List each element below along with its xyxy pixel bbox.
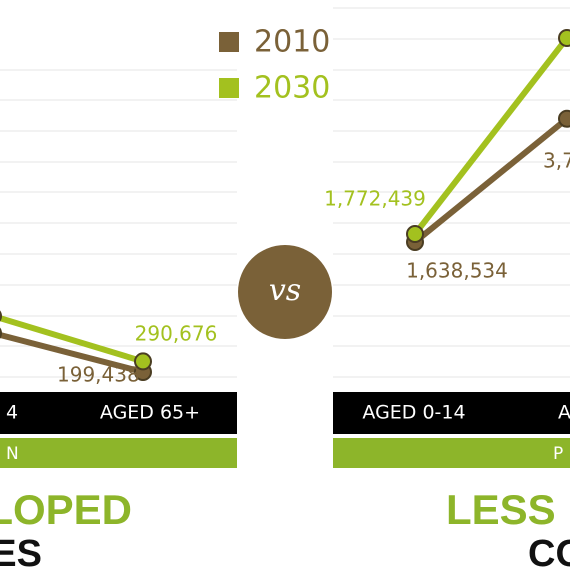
legend-label: 2030 bbox=[254, 71, 330, 106]
line bbox=[412, 36, 570, 236]
category-label: AGED 65+ bbox=[100, 402, 200, 424]
panel-subtitle: ES bbox=[0, 533, 42, 570]
vs-badge bbox=[238, 245, 332, 339]
point bbox=[134, 352, 152, 371]
point bbox=[558, 29, 570, 47]
band-label: P bbox=[553, 444, 563, 464]
line bbox=[0, 314, 144, 365]
value-label: 199,438 bbox=[57, 363, 140, 387]
band-bar bbox=[333, 438, 570, 468]
panel-title: LOPED bbox=[0, 486, 132, 533]
panel-subtitle: CO bbox=[528, 533, 570, 570]
line bbox=[0, 331, 144, 375]
value-label: 3,7 bbox=[543, 149, 570, 173]
panel-title: LESS D bbox=[446, 486, 570, 533]
value-label: 1,772,439 bbox=[324, 187, 426, 211]
category-bar bbox=[333, 392, 570, 434]
point bbox=[0, 327, 2, 339]
band-label: N bbox=[6, 444, 19, 464]
value-label: 290,676 bbox=[135, 322, 218, 346]
vs-text: vs bbox=[269, 273, 301, 308]
category-label: 4 bbox=[6, 402, 18, 424]
category-label: A bbox=[558, 402, 570, 424]
category-bar bbox=[0, 392, 237, 434]
legend-swatch bbox=[219, 78, 239, 98]
legend-swatch bbox=[219, 32, 239, 52]
line bbox=[413, 116, 569, 245]
value-label: 1,638,534 bbox=[406, 259, 508, 283]
point bbox=[558, 109, 570, 128]
grid bbox=[0, 7, 570, 378]
point bbox=[406, 224, 424, 243]
category-label: AGED 0-14 bbox=[362, 402, 465, 424]
legend-label: 2010 bbox=[254, 25, 330, 60]
band-bar bbox=[0, 438, 237, 468]
point bbox=[0, 310, 2, 322]
